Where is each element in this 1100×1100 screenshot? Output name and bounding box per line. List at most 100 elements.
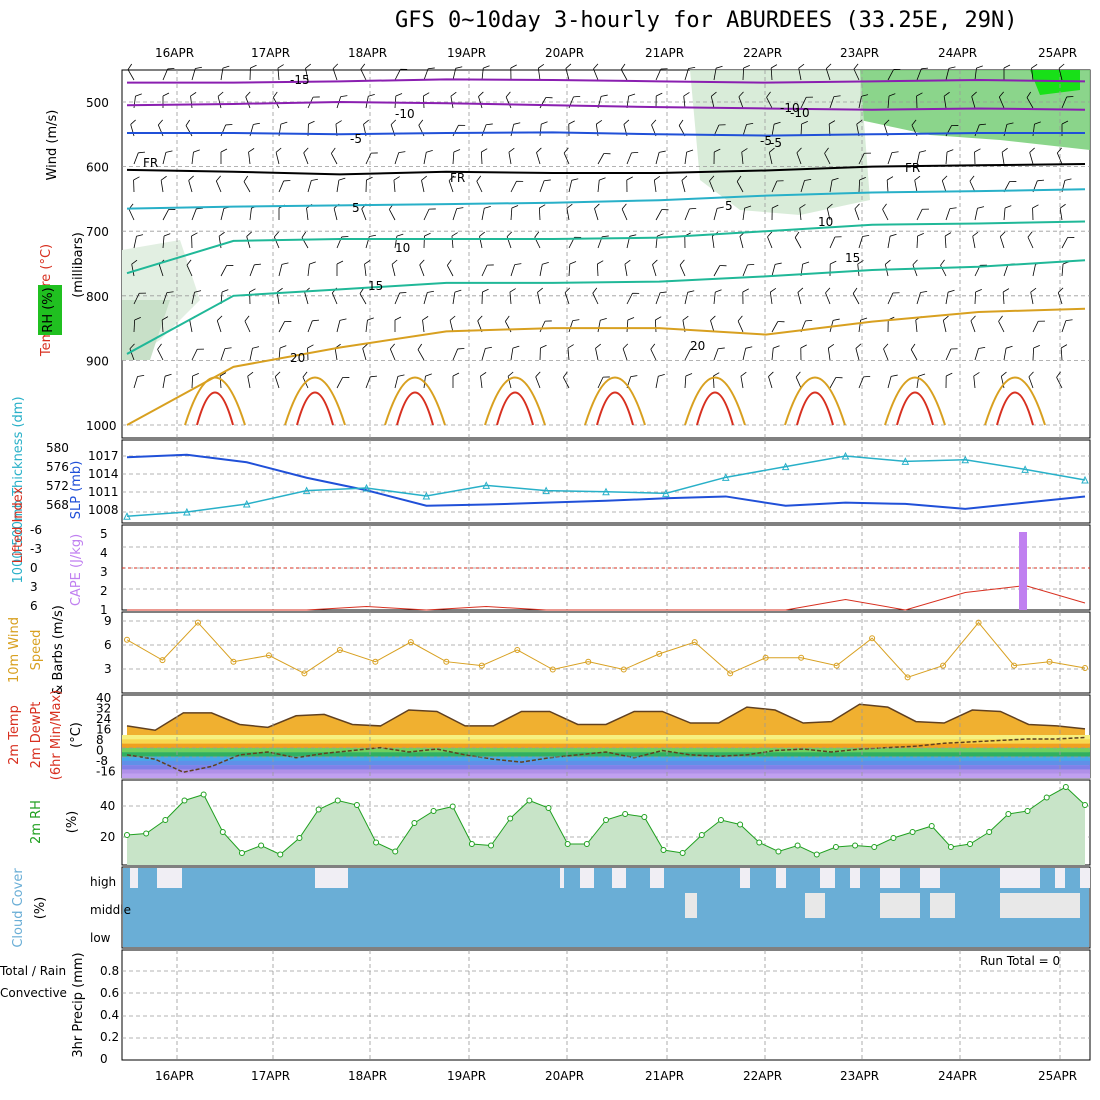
wind-barb xyxy=(536,147,542,165)
barb-flag xyxy=(221,289,229,293)
wind-barb xyxy=(621,203,628,221)
barb-staff xyxy=(887,236,891,249)
barb-staff xyxy=(887,292,894,305)
barb-staff xyxy=(449,320,454,333)
barb-flag xyxy=(425,373,432,377)
barb-staff xyxy=(740,376,744,389)
barb-staff xyxy=(508,152,512,165)
wind-barb xyxy=(162,291,174,305)
barb-flag xyxy=(1057,147,1062,154)
barb-staff xyxy=(333,208,338,221)
wind-barb xyxy=(568,261,577,277)
barb-staff xyxy=(394,152,400,165)
barb-flag xyxy=(828,343,835,349)
barb-staff xyxy=(389,348,396,361)
barb-flag xyxy=(417,343,423,350)
wind-barb xyxy=(452,66,463,81)
barb-flag xyxy=(393,176,400,181)
barb-flag xyxy=(486,123,493,126)
wind-barb xyxy=(916,208,929,221)
barb-staff xyxy=(1059,208,1063,221)
barb-flag xyxy=(594,203,600,209)
wind-barb xyxy=(217,91,224,109)
barb-flag xyxy=(1058,287,1064,293)
barb-flag xyxy=(158,119,163,126)
wind-barb xyxy=(882,203,889,221)
barb-flag xyxy=(535,371,541,378)
rh-marker xyxy=(238,850,245,856)
barb-staff xyxy=(710,320,715,333)
barb-flag xyxy=(342,377,350,378)
barb-staff xyxy=(216,320,222,333)
barb-staff xyxy=(626,293,633,305)
wind-barb xyxy=(1061,261,1070,277)
contour-label: FR xyxy=(143,156,158,170)
wind-barb xyxy=(162,233,171,249)
barb-flag xyxy=(450,91,457,97)
barb-flag xyxy=(367,317,374,321)
barb-staff xyxy=(652,264,657,277)
barb-staff xyxy=(684,208,690,221)
barb-flag xyxy=(571,178,579,181)
wind-barb xyxy=(945,207,957,221)
barb-flag xyxy=(709,175,715,182)
wind-barb xyxy=(365,317,374,333)
wind-barb xyxy=(1057,287,1064,305)
barb-flag xyxy=(565,63,572,69)
barb-staff xyxy=(219,376,222,389)
barb-flag xyxy=(825,287,831,294)
barb-flag xyxy=(195,66,202,69)
barb-staff xyxy=(568,264,571,277)
barb-staff xyxy=(273,236,280,249)
day-label-bottom: 25APR xyxy=(1038,1069,1077,1083)
barb-flag xyxy=(424,232,431,237)
barb-flag xyxy=(1059,203,1066,209)
wind-barb xyxy=(829,177,839,193)
wind-barb xyxy=(771,262,782,277)
barb-staff xyxy=(799,208,802,221)
barb-flag xyxy=(453,149,461,153)
dewpoint-line xyxy=(126,736,1086,773)
barb-staff xyxy=(186,264,193,277)
barb-staff xyxy=(684,292,689,305)
barb-staff xyxy=(220,348,226,361)
rh-marker xyxy=(162,817,169,823)
wind-barb xyxy=(423,232,431,249)
wind-barb xyxy=(1031,64,1038,81)
barb-flag xyxy=(602,235,609,238)
barb-staff xyxy=(278,321,285,333)
barb-flag xyxy=(911,119,917,126)
barb-staff xyxy=(245,96,251,109)
wind-barb xyxy=(624,259,631,277)
cloud-gap-high xyxy=(1055,868,1065,888)
wind-barb xyxy=(307,319,320,333)
wind-barb xyxy=(476,175,483,193)
wind-barb xyxy=(974,206,985,221)
barb-flag xyxy=(599,177,606,181)
cloud-level-label: middle xyxy=(90,903,131,917)
barb-flag xyxy=(767,231,773,238)
wind-barb xyxy=(278,204,286,220)
barb-staff xyxy=(974,208,978,221)
barb-flag xyxy=(283,180,291,182)
barb-flag xyxy=(678,119,684,126)
barb-flag xyxy=(655,316,662,321)
barb-flag xyxy=(1066,96,1074,98)
day-label-top: 18APR xyxy=(348,46,387,60)
wind-barb xyxy=(360,63,367,81)
wind-barb xyxy=(829,377,843,389)
wind-barb xyxy=(481,264,494,277)
barb-flag xyxy=(600,318,607,321)
barb-flag xyxy=(741,148,748,153)
barb-staff xyxy=(243,181,251,193)
barb-flag xyxy=(713,372,720,377)
barb-flag xyxy=(1067,237,1075,238)
rh-marker xyxy=(1043,794,1050,801)
cloud-gap-middle xyxy=(685,893,697,918)
li-tick-label: -3 xyxy=(30,542,42,556)
barb-flag xyxy=(538,63,545,69)
precip-convective-label: Convective xyxy=(0,986,67,1000)
barb-staff xyxy=(394,69,401,81)
wind-barb xyxy=(1003,181,1017,193)
pressure-tick-label: 500 xyxy=(86,96,109,110)
